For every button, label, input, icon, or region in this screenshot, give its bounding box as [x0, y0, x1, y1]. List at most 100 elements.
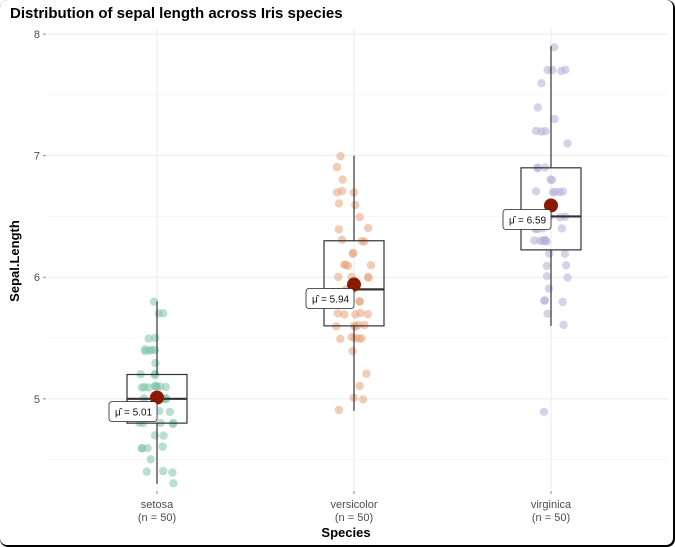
chart-title: Distribution of sepal length across Iris…: [10, 5, 343, 22]
y-axis-ticks: 5 6 7 8: [34, 29, 46, 406]
data-point-versicolor: [348, 249, 357, 259]
x-tick-count: (n = 50): [335, 512, 373, 524]
data-point-setosa: [137, 383, 147, 392]
mean-label-box: [305, 288, 355, 309]
data-point-setosa: [165, 407, 175, 417]
mean-label-value: = 5.01: [124, 408, 153, 419]
mean-point: [150, 390, 164, 405]
data-point-versicolor: [351, 200, 360, 210]
mean-label-symbol: μ̂: [115, 407, 123, 419]
data-point-setosa: [168, 468, 177, 477]
data-point-versicolor: [348, 346, 357, 356]
data-point-versicolor: [358, 395, 368, 404]
data-point-versicolor: [355, 297, 364, 306]
data-point-virginica: [561, 261, 571, 270]
data-point-versicolor: [334, 405, 344, 415]
data-point-setosa: [149, 297, 159, 306]
data-point-setosa: [140, 347, 150, 356]
data-point-virginica: [544, 284, 554, 293]
x-axis-ticks: setosa(n = 50)versicolor(n = 50)virginic…: [138, 491, 572, 524]
data-point-setosa: [150, 371, 159, 380]
data-point-virginica: [560, 249, 570, 258]
data-point-setosa: [159, 431, 168, 440]
data-point-versicolor: [332, 162, 342, 172]
data-point-virginica: [563, 139, 572, 148]
data-points: [135, 43, 572, 488]
data-point-setosa: [150, 346, 159, 355]
data-point-versicolor: [334, 225, 343, 234]
data-point-virginica: [558, 297, 567, 307]
data-point-setosa: [155, 382, 165, 391]
data-point-virginica: [537, 79, 546, 88]
data-point-virginica: [533, 103, 542, 112]
data-point-versicolor: [355, 213, 364, 222]
data-point-virginica: [548, 65, 557, 75]
x-tick-count: (n = 50): [532, 512, 570, 524]
x-tick-label: virginica: [531, 499, 572, 511]
mean-label: μ̂ = 6.59: [502, 209, 552, 230]
data-point-setosa: [142, 467, 151, 476]
data-point-virginica: [542, 237, 551, 246]
data-point-setosa: [146, 455, 155, 464]
data-point-virginica: [542, 261, 551, 271]
data-point-virginica: [530, 236, 539, 245]
data-point-virginica: [542, 272, 552, 281]
data-point-versicolor: [341, 260, 350, 269]
y-tick-label: 6: [34, 272, 40, 284]
data-point-virginica: [547, 175, 557, 185]
data-point-versicolor: [360, 320, 369, 330]
data-point-setosa: [144, 383, 153, 392]
data-point-versicolor: [340, 310, 349, 319]
y-tick-label: 8: [34, 29, 40, 41]
data-point-setosa: [154, 309, 163, 318]
mean-label-symbol: μ̂: [312, 294, 320, 306]
data-point-versicolor: [333, 309, 343, 318]
mean-point: [347, 277, 361, 292]
data-point-setosa: [144, 334, 153, 343]
y-axis-title: Sepal.Length: [7, 220, 22, 302]
data-point-versicolor: [366, 261, 376, 270]
y-tick-label: 5: [34, 394, 40, 406]
data-point-virginica: [557, 66, 566, 76]
data-point-setosa: [138, 444, 147, 453]
x-tick-count: (n = 50): [138, 512, 176, 524]
mean-point: [544, 198, 558, 213]
mean-label-value: = 6.59: [518, 216, 547, 227]
data-point-setosa: [150, 431, 160, 440]
data-point-versicolor: [334, 199, 344, 208]
data-point-versicolor: [355, 381, 364, 391]
box-versicolor: [323, 240, 385, 327]
data-point-virginica: [550, 114, 559, 124]
data-point-virginica: [531, 126, 541, 135]
data-point-versicolor: [338, 175, 347, 184]
data-point-virginica: [563, 273, 572, 282]
data-point-virginica: [550, 43, 559, 52]
mean-label-box: [108, 401, 158, 423]
data-point-setosa: [158, 442, 167, 451]
data-point-versicolor: [362, 369, 371, 378]
data-point-versicolor: [360, 237, 369, 246]
mean-label-value: = 5.94: [321, 295, 350, 306]
mean-label: μ̂ = 5.01: [108, 401, 158, 423]
box-virginica: [520, 167, 582, 251]
data-point-versicolor: [363, 272, 373, 282]
data-point-versicolor: [336, 152, 345, 161]
data-point-versicolor: [354, 334, 364, 343]
data-point-virginica: [557, 224, 567, 233]
box-plots: μ̂ = 5.01μ̂ = 5.94μ̂ = 6.59: [108, 46, 582, 484]
data-point-virginica: [550, 187, 560, 197]
mean-label-box: [502, 209, 552, 230]
data-point-virginica: [539, 407, 549, 416]
y-tick-label: 7: [34, 151, 40, 163]
data-point-versicolor: [334, 272, 343, 282]
mean-label-symbol: μ̂: [509, 215, 517, 227]
data-point-virginica: [543, 309, 552, 318]
data-point-versicolor: [363, 310, 372, 319]
data-point-versicolor: [332, 188, 342, 197]
data-point-virginica: [540, 296, 550, 305]
data-point-setosa: [159, 466, 168, 476]
data-point-virginica: [531, 187, 541, 196]
data-point-versicolor: [364, 223, 373, 233]
